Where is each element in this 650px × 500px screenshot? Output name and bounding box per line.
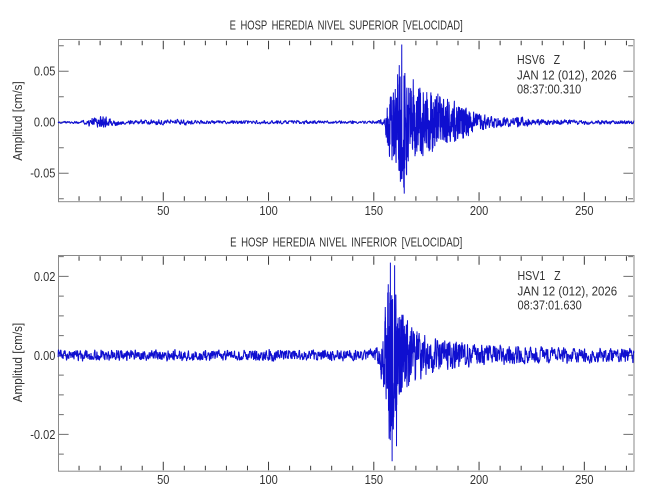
svg-text:250: 250 [575,203,594,218]
svg-text:100: 100 [259,472,278,487]
svg-text:08:37:00.310: 08:37:00.310 [517,83,582,97]
svg-text:E HOSP HEREDIA NIVEL INFERIOR: E HOSP HEREDIA NIVEL INFERIOR [VELOCIDAD… [230,236,462,249]
svg-text:E HOSP HEREDIA NIVEL SUPERIOR: E HOSP HEREDIA NIVEL SUPERIOR [VELOCIDAD… [230,19,463,33]
svg-text:0.05: 0.05 [34,64,56,79]
svg-text:JAN 12 (012), 2026: JAN 12 (012), 2026 [517,68,617,83]
svg-text:0.00: 0.00 [34,348,56,363]
svg-text:Amplitud [cm/s]: Amplitud [cm/s] [10,81,24,160]
svg-text:HSV1 Z: HSV1 Z [518,269,561,283]
svg-text:-0.05: -0.05 [30,166,56,181]
svg-text:0.00: 0.00 [34,115,56,130]
svg-text:50: 50 [157,472,170,487]
svg-text:-0.02: -0.02 [30,427,55,442]
svg-text:150: 150 [365,472,384,487]
svg-text:250: 250 [575,472,594,487]
svg-text:50: 50 [157,203,170,218]
svg-text:0.02: 0.02 [34,269,56,284]
svg-text:JAN 12 (012), 2026: JAN 12 (012), 2026 [518,284,618,299]
svg-text:100: 100 [259,203,278,218]
svg-text:200: 200 [470,203,489,218]
svg-text:HSV6 Z: HSV6 Z [517,53,560,67]
svg-text:200: 200 [470,472,489,487]
svg-text:150: 150 [365,203,384,218]
svg-text:Amplitud [cm/s]: Amplitud [cm/s] [10,323,24,402]
svg-text:08:37:01.630: 08:37:01.630 [518,299,583,313]
